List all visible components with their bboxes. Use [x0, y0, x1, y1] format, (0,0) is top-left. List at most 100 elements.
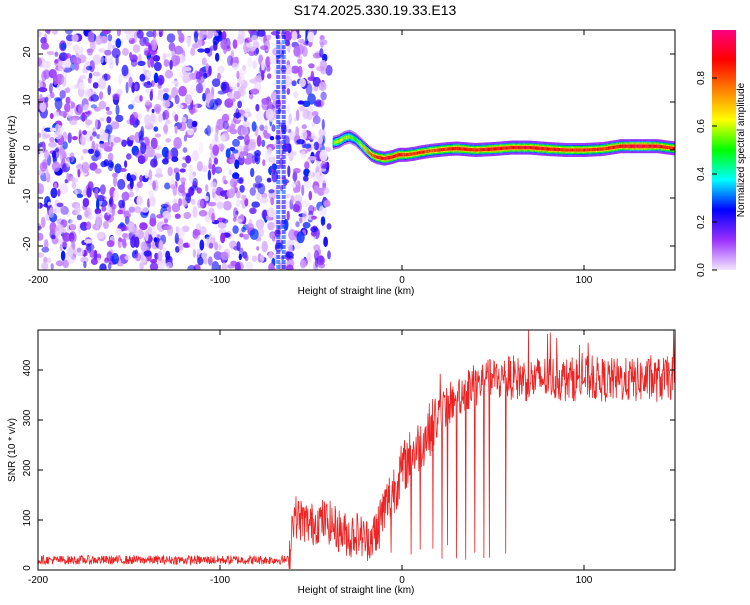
- noise-stripe: [281, 100, 286, 104]
- noise-blob: [148, 44, 152, 52]
- ridge-cell: [451, 147, 454, 151]
- noise-blob: [253, 151, 257, 158]
- noise-blob: [233, 207, 238, 219]
- ridge-cell: [355, 138, 358, 142]
- ridge-cell: [492, 147, 494, 151]
- noise-blob: [163, 225, 172, 231]
- ridge-cell: [434, 148, 436, 152]
- noise-blob: [99, 117, 105, 122]
- ridge-cell: [470, 148, 472, 152]
- ridge-cell: [579, 148, 581, 152]
- noise-blob: [296, 231, 305, 244]
- noise-blob: [313, 244, 321, 252]
- ridge-cell: [601, 147, 603, 151]
- noise-blob: [164, 53, 172, 58]
- noise-blob: [299, 217, 303, 222]
- ridge-cell: [597, 147, 599, 151]
- noise-blob: [153, 126, 159, 132]
- noise-blob: [311, 215, 317, 220]
- noise-blob: [174, 232, 179, 244]
- noise-blob: [66, 158, 71, 168]
- ridge-cell: [577, 148, 579, 152]
- noise-stripe: [281, 110, 286, 114]
- noise-blob: [182, 147, 188, 153]
- ridge-cell: [414, 151, 417, 156]
- noise-stripe: [281, 145, 286, 149]
- noise-stripe: [276, 265, 281, 269]
- noise-blob: [222, 120, 229, 130]
- ridge-cell: [403, 153, 406, 157]
- ridge-cell: [537, 146, 539, 150]
- noise-blob: [69, 85, 77, 90]
- noise-stripe: [276, 40, 281, 44]
- noise-stripe: [276, 65, 281, 69]
- noise-blob: [302, 109, 310, 119]
- noise-blob: [204, 195, 209, 202]
- ridge-cell: [543, 147, 545, 151]
- ridge-cell: [590, 148, 592, 152]
- noise-blob: [314, 250, 320, 261]
- ridge-cell: [416, 151, 419, 155]
- noise-blob: [270, 197, 275, 206]
- noise-blob: [221, 30, 227, 40]
- ridge-cell: [471, 148, 473, 152]
- ridge-cell: [644, 144, 646, 148]
- ridge-cell: [651, 144, 654, 148]
- noise-blob: [171, 203, 181, 213]
- noise-blob: [231, 62, 239, 70]
- ridge-cell: [379, 156, 382, 160]
- ridge-cell: [634, 144, 636, 148]
- noise-blob: [202, 82, 206, 89]
- noise-blob: [174, 213, 181, 219]
- noise-blob: [121, 64, 129, 77]
- noise-blob: [241, 194, 247, 200]
- noise-blob: [216, 106, 223, 112]
- noise-stripe: [281, 30, 286, 34]
- noise-blob: [229, 178, 238, 188]
- ridge-cell: [479, 148, 481, 152]
- noise-stripe: [281, 105, 286, 109]
- noise-blob: [269, 136, 275, 141]
- noise-blob: [165, 250, 171, 261]
- noise-stripe: [276, 135, 281, 139]
- noise-blob: [46, 257, 52, 264]
- noise-blob: [245, 261, 254, 270]
- noise-blob: [38, 57, 43, 67]
- noise-blob: [99, 133, 107, 142]
- noise-blob: [324, 146, 332, 152]
- ridge-cell: [623, 144, 625, 148]
- ridge-cell: [672, 146, 674, 150]
- noise-blob: [41, 262, 49, 270]
- ridge-cell: [544, 147, 547, 151]
- noise-blob: [110, 141, 114, 148]
- noise-blob: [106, 205, 111, 216]
- ridge-cell: [596, 147, 598, 151]
- noise-blob: [316, 172, 320, 177]
- noise-blob: [245, 113, 249, 118]
- noise-blob: [318, 81, 327, 91]
- noise-blob: [220, 134, 226, 143]
- noise-blob: [211, 212, 215, 223]
- noise-blob: [197, 48, 205, 53]
- noise-blob: [38, 225, 42, 230]
- ridge-cell: [413, 152, 415, 156]
- noise-blob: [267, 207, 275, 218]
- noise-blob: [211, 163, 216, 176]
- noise-blob: [94, 168, 102, 174]
- ridge-cell: [627, 144, 630, 148]
- noise-blob: [178, 184, 186, 194]
- noise-blob: [57, 188, 61, 197]
- noise-blob: [207, 201, 217, 207]
- noise-blob: [287, 103, 291, 114]
- noise-blob: [99, 128, 105, 135]
- noise-blob: [261, 60, 265, 72]
- y-tick-label: 100: [22, 509, 33, 526]
- noise-blob: [55, 230, 61, 239]
- x-tick-label: 100: [576, 275, 593, 286]
- noise-blob: [52, 30, 59, 35]
- noise-blob: [238, 68, 247, 75]
- ridge-cell: [515, 146, 517, 150]
- noise-blob: [82, 148, 89, 154]
- ridge-cell: [616, 145, 619, 149]
- noise-stripe: [281, 120, 286, 124]
